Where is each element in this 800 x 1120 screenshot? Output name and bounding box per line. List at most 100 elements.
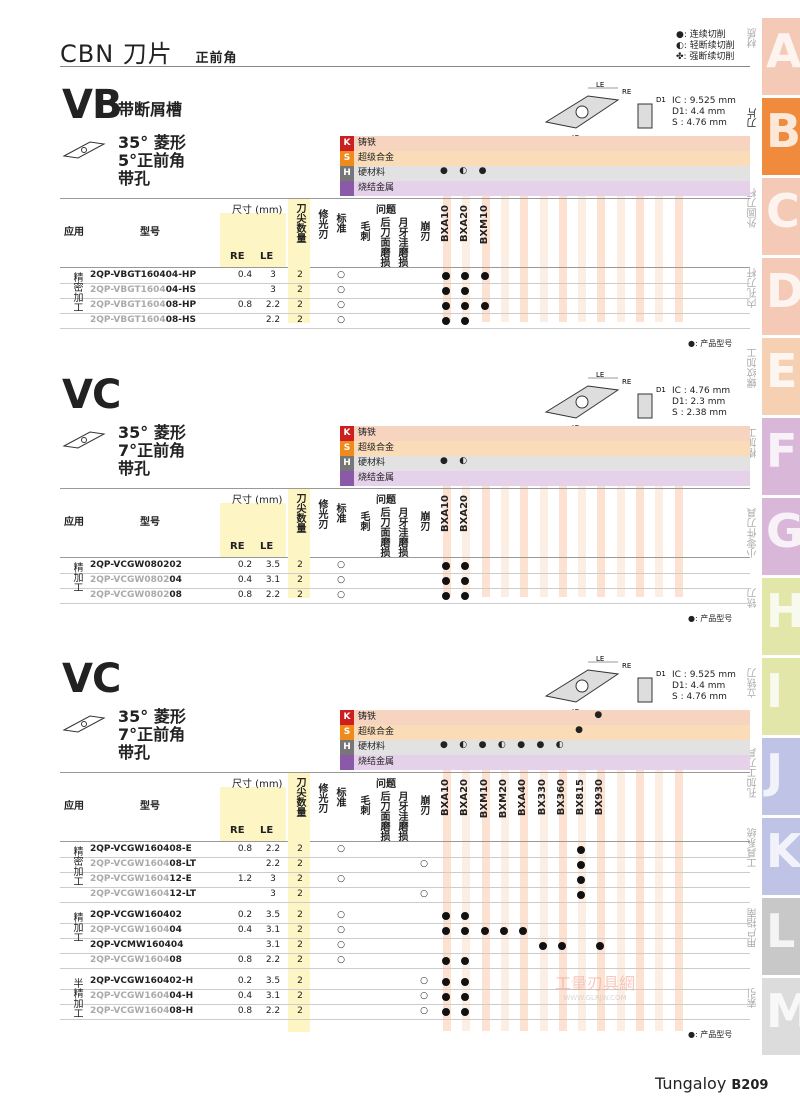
insert-dimension-diagram: LEREICSD1 [544,372,666,434]
recommended-grade-dot [461,978,470,986]
header-size: 尺寸 (mm) [232,205,283,216]
table-row[interactable]: 2QP-VCGW160412-E 1.2 3 2 ○ [60,872,750,888]
chapter-tab-b[interactable]: 刀片 B [748,98,800,175]
table-row[interactable]: 2QP-VCGW160408-H 0.8 2.2 2 ○ [60,1004,750,1020]
recommended-grade-dot [577,861,586,869]
recommended-grade-dot [442,993,450,1001]
material-row-k: K 铸铁 ● [340,710,750,725]
model-prefix: 2QP-VCGW160408-E [90,844,192,854]
corner-radius: 0.4 [237,925,253,935]
description-line: 35° 菱形 [118,707,186,726]
table-row[interactable]: 2QP-VCGW160408 0.8 2.2 2 ○ [60,953,750,969]
table-row[interactable]: 2QP-VBGT160408-HP 0.8 2.2 2 ○ [60,298,750,314]
corner-radius: 0.8 [237,955,253,965]
model-prefix: 2QP-VCGW160402-H [90,976,194,986]
material-row-n: 烧结金属 [340,755,750,770]
recommended-grade-dot [519,927,528,935]
grade-column-stripe [597,426,606,597]
header-standard: 标准 [334,503,345,523]
chapter-tab-g[interactable]: 小零件刀具 G [748,498,800,575]
re-le-column-bg [220,787,286,841]
model-prefix: 2QP-VCGW160402 [90,910,182,920]
svg-text:RE: RE [622,88,631,96]
table-row[interactable]: 2QP-VCGW160404 0.4 3.1 2 ○ [60,923,750,939]
spec-line: D1: 2.3 mm [672,397,726,407]
chapter-tab-d[interactable]: 内孔刀杆 D [748,258,800,335]
recommended-grade-dot [461,287,470,295]
chapter-tab-m[interactable]: 索引 M [748,978,800,1055]
table-row[interactable]: 2QP-VCGW160402 0.2 3.5 2 ○ [60,908,750,924]
model-number: 2QP-VCGW080204 [90,573,182,588]
material-code: K [340,136,354,151]
grade-column-stripe [636,136,644,322]
table-row[interactable]: 2QP-VCGW080208 0.8 2.2 2 ○ [60,588,750,604]
table-row[interactable]: 2QP-VCGW160412-LT 3 2 ○ [60,887,750,903]
grade-column-stripe [500,426,509,597]
suitability-mark: ● [575,725,583,735]
suitability-mark: ● [594,710,603,720]
standard-mark: ○ [337,910,345,920]
model-number: 2QP-VCGW160408-E [90,842,192,857]
grade-column-stripe [520,426,529,597]
grade-label: BXA20 [459,205,471,242]
svg-text:RE: RE [622,662,631,670]
edges-column-bg [288,489,310,598]
table-row[interactable]: 2QP-VCGW160408-E 0.8 2.2 2 ○ [60,842,750,858]
chapter-tab-letter: E [766,344,798,398]
chapter-tab-j[interactable]: 孔加工刀具 J [748,738,800,815]
header-flank: 后刀面磨损 [378,791,389,841]
section-description: 35° 菱形 7°正前角 带孔 [118,708,186,762]
material-row-s: S 超级合金 ● [340,725,750,740]
material-row-h: H 硬材料 ● ◐ ● [340,166,750,181]
table-row[interactable]: 2QP-VBGT160408-HS 2.2 2 ○ [60,313,750,329]
chapter-tab-i[interactable]: 立铣刀 I [748,658,800,735]
grade-label: BXA20 [459,779,471,816]
edges-count: 2 [297,844,303,854]
standard-mark: ○ [337,955,345,965]
corner-radius: 0.2 [237,560,253,570]
header-model: 型号 [140,801,160,812]
suitability-mark: ● [517,740,526,750]
chapter-tab-h[interactable]: 铣刀 H [748,578,800,655]
chapter-tab-f[interactable]: 槽加工 F [748,418,800,495]
legend-continuous: ●: 连续切削 [676,30,726,40]
header-le: LE [260,541,274,552]
grade-label: BX930 [594,779,606,816]
recommended-grade-dot [442,592,450,600]
table-row[interactable]: 2QP-VBGT160404-HS 3 2 ○ [60,283,750,299]
grade-label: BXA10 [440,495,451,532]
table-row[interactable]: 2QP-VCGW160408-LT 2.2 2 ○ [60,857,750,873]
application-group: 半精加工 [71,978,82,1018]
model-number: 2QP-VCGW080202 [90,558,182,573]
header-crater: 月牙洼磨损 [396,791,407,841]
model-base: 2QP-VCGW1604 [90,1006,170,1016]
edges-count: 2 [297,1006,303,1016]
watermark-logo-text: 工量刃具網 [554,974,635,993]
header-edges: 刀尖数量 [294,493,305,533]
material-name: 烧结金属 [358,757,395,767]
description-line: 带孔 [118,459,151,478]
grade-column-stripe [636,426,644,597]
header-model: 型号 [140,517,160,528]
material-row-k: K 铸铁 [340,426,750,441]
description-line: 35° 菱形 [118,133,186,152]
table-row[interactable]: 2QP-VBGT160404-HP 0.4 3 2 ○ [60,268,750,284]
chapter-tab-a[interactable]: 材质 A [748,18,800,95]
recommended-grade-dot [577,876,586,884]
table-row[interactable]: 2QP-VCMW160404 3.1 2 ○ [60,938,750,954]
suitability-mark: ● [440,166,448,176]
model-base: 2QP-VCGW1604 [90,874,170,884]
chapter-tab-c[interactable]: 外圆刀杆 C [748,178,800,255]
chapter-tab-e[interactable]: 螺纹加工 E [748,338,800,415]
table-row[interactable]: 2QP-VCGW080202 0.2 3.5 2 ○ [60,558,750,574]
suitability-mark: ● [478,740,487,750]
chapter-tab-k[interactable]: 工具系统 K [748,818,800,895]
model-number: 2QP-VCGW160408-H [90,1004,193,1019]
model-suffix: 08-H [169,1006,194,1016]
table-row[interactable]: 2QP-VCGW160402-H 0.2 3.5 2 ○ [60,974,750,990]
table-row[interactable]: 2QP-VCGW160404-H 0.4 3.1 2 ○ [60,989,750,1005]
grade-column-stripe [443,710,451,1031]
grade-column-stripe [578,710,587,1031]
chapter-tab-l[interactable]: 用户指南 L [748,898,800,975]
table-row[interactable]: 2QP-VCGW080204 0.4 3.1 2 ○ [60,573,750,589]
